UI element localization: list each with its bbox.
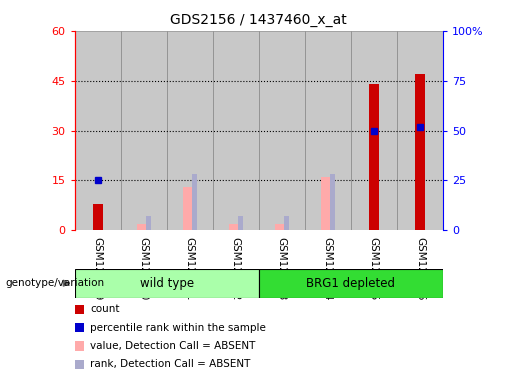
- Bar: [183, 187, 192, 230]
- Bar: [138, 224, 146, 230]
- Bar: [284, 217, 289, 230]
- Bar: [415, 74, 425, 230]
- Bar: [259, 269, 443, 298]
- Bar: [75, 31, 121, 230]
- Text: count: count: [90, 304, 119, 314]
- Text: percentile rank within the sample: percentile rank within the sample: [90, 323, 266, 333]
- Bar: [213, 31, 259, 230]
- Bar: [276, 224, 284, 230]
- Bar: [351, 31, 397, 230]
- Text: wild type: wild type: [140, 277, 194, 290]
- Bar: [259, 31, 305, 230]
- Bar: [229, 224, 237, 230]
- Title: GDS2156 / 1437460_x_at: GDS2156 / 1437460_x_at: [170, 13, 347, 27]
- Text: BRG1 depleted: BRG1 depleted: [306, 277, 396, 290]
- Bar: [75, 269, 259, 298]
- Bar: [146, 217, 151, 230]
- Text: rank, Detection Call = ABSENT: rank, Detection Call = ABSENT: [90, 359, 250, 369]
- Bar: [93, 204, 103, 230]
- Text: genotype/variation: genotype/variation: [5, 278, 104, 288]
- Bar: [397, 31, 443, 230]
- Bar: [369, 84, 379, 230]
- Bar: [237, 217, 243, 230]
- Bar: [192, 174, 197, 230]
- Bar: [167, 31, 213, 230]
- Text: value, Detection Call = ABSENT: value, Detection Call = ABSENT: [90, 341, 255, 351]
- Bar: [305, 31, 351, 230]
- Bar: [330, 174, 335, 230]
- Bar: [121, 31, 167, 230]
- Bar: [321, 177, 330, 230]
